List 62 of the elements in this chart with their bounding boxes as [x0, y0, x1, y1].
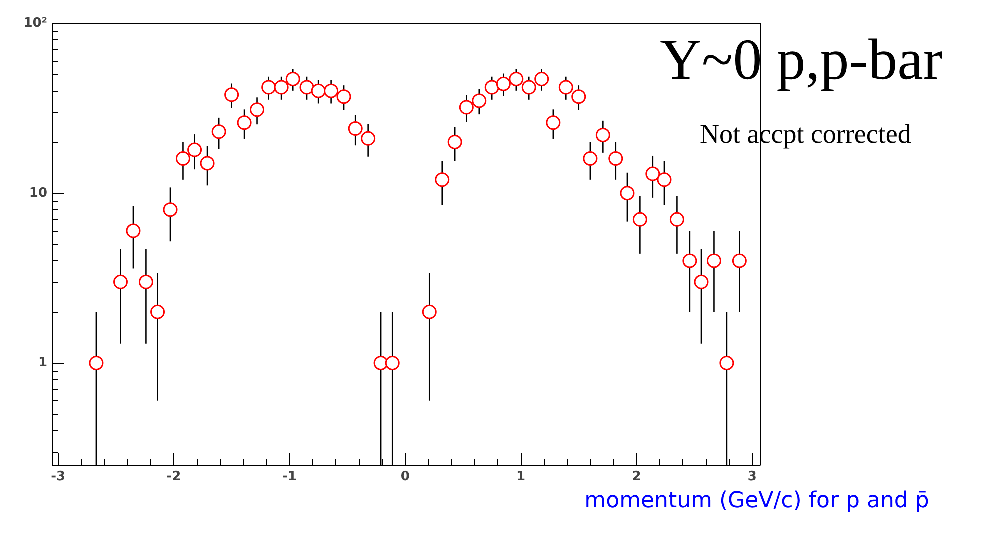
point	[670, 212, 684, 227]
point	[596, 128, 610, 142]
point	[546, 116, 561, 130]
point	[522, 80, 536, 95]
x-tick-label: -3	[51, 470, 66, 484]
point	[558, 80, 574, 95]
point	[262, 80, 276, 95]
point	[138, 274, 154, 290]
point	[448, 134, 462, 150]
point	[646, 166, 660, 182]
point	[361, 131, 376, 146]
point	[224, 88, 240, 102]
point	[682, 254, 698, 268]
point	[706, 254, 722, 268]
point	[572, 90, 586, 104]
point	[176, 151, 190, 166]
point	[200, 156, 215, 171]
point	[509, 72, 524, 86]
point	[237, 116, 252, 130]
y-tick-label: 1	[38, 356, 48, 371]
point	[694, 274, 709, 290]
chart-title: Y~0 p,p-bar	[660, 26, 943, 94]
point	[385, 356, 400, 370]
point	[732, 254, 747, 268]
point	[720, 356, 734, 370]
point	[620, 186, 635, 201]
point	[459, 100, 474, 115]
point	[150, 304, 166, 320]
x-tick-label: 2	[632, 470, 642, 484]
y-tick-label: 10	[29, 186, 48, 201]
x-tick-label: -1	[282, 470, 297, 484]
point	[534, 72, 550, 86]
x-axis-title: momentum (GeV/c) for p and p̄	[584, 488, 930, 514]
point	[114, 274, 128, 290]
point	[348, 122, 363, 136]
x-tick-label: -2	[166, 470, 182, 484]
point	[212, 124, 226, 140]
point	[422, 304, 437, 320]
point	[300, 80, 314, 95]
point	[484, 80, 500, 95]
point	[496, 76, 511, 92]
point	[311, 84, 326, 98]
point	[126, 224, 141, 238]
point	[286, 72, 300, 86]
point	[250, 102, 265, 118]
point	[336, 90, 352, 104]
point	[608, 151, 624, 166]
point	[583, 151, 598, 166]
point	[472, 94, 487, 108]
y-tick-label: 10²	[24, 16, 48, 31]
x-tick-label: 1	[516, 470, 526, 484]
x-tick-label: 0	[400, 470, 410, 484]
point	[657, 172, 672, 188]
point	[632, 212, 648, 227]
point	[163, 202, 178, 218]
point	[274, 80, 289, 95]
point	[324, 84, 339, 98]
x-tick-label: 3	[748, 470, 757, 484]
point	[89, 356, 104, 370]
point	[435, 172, 450, 188]
point	[374, 356, 388, 370]
point	[188, 142, 202, 158]
